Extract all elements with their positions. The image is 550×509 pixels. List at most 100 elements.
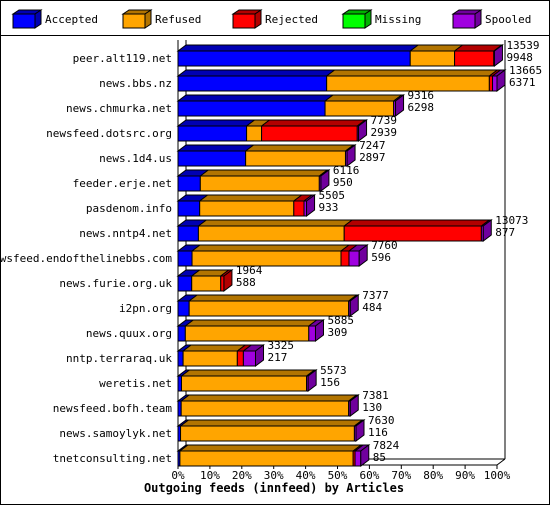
- bar-segment: [409, 50, 456, 67]
- bar-side: [346, 144, 356, 167]
- y-tick-label: feeder.erje.net: [73, 177, 172, 190]
- legend-label: Missing: [375, 13, 421, 26]
- x-tick-label: 80%: [423, 469, 443, 482]
- offered-label: 13665: [509, 64, 542, 77]
- y-tick-label: weretis.net: [99, 377, 172, 390]
- bar-segment: [236, 350, 244, 367]
- bar-segment: [246, 125, 263, 142]
- bar-segment: [177, 75, 328, 92]
- bar-top: [196, 219, 354, 227]
- bar-segment: [191, 275, 222, 292]
- legend-swatch: [254, 9, 262, 29]
- y-tick-label: news.bbs.nz: [99, 77, 172, 90]
- legend-swatch: [364, 9, 372, 29]
- x-axis-label: Outgoing feeds (innfeed) by Articles: [144, 481, 404, 495]
- bar-top: [187, 294, 359, 302]
- bar-segment: [199, 200, 295, 217]
- bar-side: [349, 294, 359, 317]
- bar-segment: [492, 75, 498, 92]
- bar-side: [358, 119, 368, 142]
- x-tick-label: 30%: [264, 469, 284, 482]
- bar-side: [255, 344, 265, 367]
- accepted-label: 116: [368, 426, 388, 439]
- y-tick-label: i2pn.org: [119, 302, 172, 315]
- bar-side: [314, 319, 324, 342]
- offered-label: 1964: [236, 264, 263, 277]
- accepted-label: 2939: [371, 126, 398, 139]
- bar-segment: [242, 350, 257, 367]
- bar-segment: [182, 350, 238, 367]
- offered-label: 13539: [506, 39, 539, 52]
- bar-top: [183, 319, 319, 327]
- x-tick-label: 90%: [455, 469, 475, 482]
- offered-label: 13073: [495, 214, 528, 227]
- offered-label: 7739: [371, 114, 398, 127]
- accepted-label: 217: [268, 351, 288, 364]
- legend-swatch: [144, 9, 152, 29]
- legend-label: Refused: [155, 13, 201, 26]
- offered-label: 6116: [333, 164, 360, 177]
- floor: [496, 458, 506, 466]
- bar-segment: [177, 300, 190, 317]
- bar-side: [395, 94, 405, 117]
- accepted-label: 130: [362, 401, 382, 414]
- legend-label: Spooled: [485, 13, 531, 26]
- bar-segment: [261, 125, 358, 142]
- legend-swatch: [342, 13, 366, 29]
- x-tick-label: 40%: [296, 469, 316, 482]
- offered-label: 7381: [362, 389, 389, 402]
- accepted-label: 877: [495, 226, 515, 239]
- bar-top: [198, 194, 304, 202]
- bar-segment: [197, 225, 345, 242]
- bar-segment: [199, 175, 320, 192]
- bar-segment: [191, 250, 342, 267]
- bar-top: [323, 94, 404, 102]
- accepted-label: 6298: [408, 101, 435, 114]
- bar-side: [482, 219, 492, 242]
- x-tick-label: 0%: [171, 469, 185, 482]
- accepted-label: 85: [373, 451, 386, 464]
- bar-side: [349, 394, 359, 417]
- legend-swatch: [12, 13, 36, 29]
- legend-label: Accepted: [45, 13, 98, 26]
- bar-segment: [340, 250, 350, 267]
- bar-segment: [177, 325, 186, 342]
- bar-top: [179, 419, 364, 427]
- y-tick-label: newsfeed.bofh.team: [53, 402, 173, 415]
- bar-top: [198, 169, 329, 177]
- offered-label: 7760: [371, 239, 398, 252]
- bar-segment: [348, 250, 360, 267]
- bar-segment: [308, 325, 316, 342]
- legend-label: Rejected: [265, 13, 318, 26]
- offered-label: 7377: [362, 289, 389, 302]
- offered-label: 7824: [373, 439, 400, 452]
- accepted-label: 950: [333, 176, 353, 189]
- y-tick-label: news.furie.org.uk: [59, 277, 172, 290]
- y-tick-label: pasdenom.info: [86, 202, 172, 215]
- bar-segment: [188, 300, 350, 317]
- bar-side: [360, 444, 370, 467]
- bar-segment: [179, 450, 354, 467]
- x-tick-label: 10%: [200, 469, 220, 482]
- y-tick-label: peer.alt119.net: [73, 52, 172, 65]
- bar-segment: [181, 375, 308, 392]
- bar-top: [180, 369, 317, 377]
- bar-top: [176, 119, 257, 127]
- accepted-label: 9948: [506, 51, 533, 64]
- bar-side: [320, 169, 330, 192]
- bar-segment: [177, 125, 248, 142]
- offered-label: 3325: [268, 339, 295, 352]
- bar-segment: [293, 200, 305, 217]
- x-tick-label: 20%: [232, 469, 252, 482]
- bar-segment: [177, 100, 326, 117]
- accepted-label: 933: [319, 201, 339, 214]
- offered-label: 5885: [327, 314, 354, 327]
- legend-swatch: [474, 9, 482, 29]
- bar-segment: [177, 275, 193, 292]
- y-tick-label: tnetconsulting.net: [53, 452, 172, 465]
- x-tick-label: 70%: [391, 469, 411, 482]
- accepted-label: 6371: [509, 76, 536, 89]
- bar-segment: [454, 50, 495, 67]
